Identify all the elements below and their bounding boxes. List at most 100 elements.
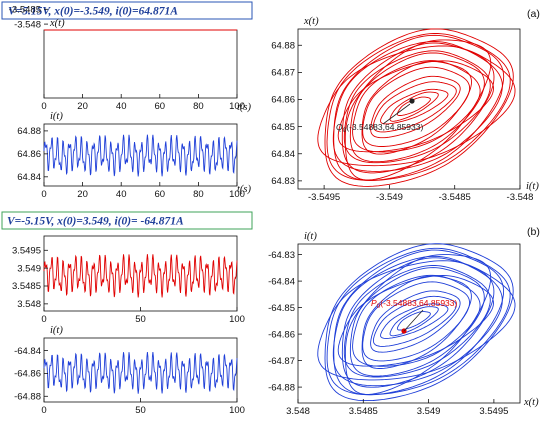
equilibrium-q0-arrow (382, 103, 411, 125)
ytick-label-top-phase-1: 64.87 (271, 68, 295, 79)
panel-bot-phase-frame (297, 243, 521, 404)
ytick-label-bot-x-1: 3.549 (17, 263, 41, 274)
xtick-label-top-i-2: 40 (116, 189, 127, 200)
ytick-label-top-phase-2: 64.86 (271, 95, 295, 106)
ytick-label-top-phase-4: 64.84 (271, 149, 295, 160)
xtick-label-top-x-5: 100 (229, 101, 245, 112)
xlabel-top-i: t(s) (237, 184, 252, 195)
series-bot-phase (317, 243, 516, 402)
top-title-text: V=5.15V, x(0)=-3.549, i(0)=64.871A (8, 6, 178, 18)
trajectory-loop-bot-phase-0 (324, 243, 514, 402)
equilibrium-p0-label: P0(-3.54883,64.85933) (371, 298, 457, 310)
ytick-label-top-i-2: 64.84 (17, 172, 41, 183)
xlabel-top-x: t(s) (237, 102, 252, 113)
ytick-label-bot-x-0: 3.5495 (12, 245, 41, 256)
trajectory-loop-bot-phase-12 (380, 303, 449, 339)
ytick-label-top-x-2: -3.549 (14, 0, 41, 1)
panel-bot-phase: i(t) x(t) (b) -64.83 -64.84 -64.85 -64.86 -6… (268, 226, 540, 417)
xtick-label-top-i-3: 60 (155, 189, 166, 200)
ytick-label-top-i-0: 64.88 (17, 126, 41, 137)
trajectory-loop-bot-phase-3 (332, 255, 503, 387)
panel-bot-i: i(t) -64.84 -64.86 -64.880 50 100 (14, 325, 245, 416)
trajectory-loop-top-phase-7 (352, 60, 481, 153)
ytick-label-bot-phase-5: -64.88 (268, 382, 295, 393)
trajectory-loop-top-phase-15 (317, 45, 516, 167)
ylabel-bot-i: i(t) (50, 325, 63, 336)
xtick-label-top-phase-1: -3.549 (376, 192, 403, 203)
trajectory-loop-bot-phase-14 (396, 311, 431, 331)
ytick-label-bot-phase-4: -64.87 (268, 356, 295, 367)
trajectory-loop-bot-phase-7 (352, 274, 481, 367)
bottom-title: V=-5.15V, x(0)=3.549, i(0)= -64.871A (1, 211, 253, 230)
ytick-label-bot-phase-3: -64.86 (268, 329, 295, 340)
xtick-label-bot-phase-2: 3.549 (417, 406, 441, 417)
xtick-label-bot-i-2: 100 (229, 405, 245, 416)
xtick-label-bot-phase-1: 3.5485 (349, 406, 378, 417)
series-top-i (43, 134, 238, 177)
xtick-label-top-x-0: 0 (41, 101, 46, 112)
trajectory-loop-top-phase-8 (361, 60, 472, 155)
xtick-label-top-phase-0: -3.5495 (308, 192, 340, 203)
xtick-label-bot-phase-0: 3.548 (286, 406, 310, 417)
trajectory-loop-bot-phase-10 (370, 290, 461, 353)
trajectory-loop-bot-phase-9 (362, 281, 471, 362)
trajectory-loop-top-phase-4 (341, 42, 495, 174)
trajectory-loop-bot-phase-11 (372, 295, 457, 347)
xtick-label-top-i-1: 20 (77, 189, 88, 200)
xtick-label-bot-i-0: 0 (41, 405, 46, 416)
panel-top-phase: x(t) i(t) (a) 64.88 64.87 64.86 64.85 64.84 6… (271, 8, 540, 203)
ylabel-top-i: i(t) (50, 111, 63, 122)
ytick-label-bot-i-1: -64.86 (14, 369, 41, 380)
xtick-label-top-x-4: 80 (193, 101, 204, 112)
ylabel-top-x: x(t) (49, 18, 65, 29)
series-bot-i (43, 352, 238, 394)
equilibrium-p0-arrow (403, 309, 424, 332)
ytick-label-bot-phase-2: -64.85 (268, 303, 295, 314)
trajectory-loop-top-phase-13 (389, 91, 439, 122)
xlabel-bot-phase: x(t) (523, 397, 539, 408)
bottom-title-box (1, 211, 253, 230)
trajectory-loop-bot-phase-8 (361, 275, 472, 369)
trajectory-loop-top-phase-2 (333, 34, 505, 181)
ytick-label-bot-i-0: -64.84 (14, 346, 41, 357)
trajectory-loop-top-phase-12 (380, 88, 449, 125)
trajectory-loop-top-phase-9 (362, 66, 471, 147)
xtick-label-bot-x-1: 50 (135, 314, 146, 325)
panel-top-phase-frame (297, 28, 521, 190)
ylabel-bot-phase: i(t) (304, 231, 317, 242)
trajectory-loop-bot-phase-2 (333, 249, 505, 396)
trajectory-loop-bot-phase-15 (317, 260, 516, 381)
bottom-title-text: V=-5.15V, x(0)=3.549, i(0)= -64.871A (7, 216, 184, 228)
xtick-label-top-x-2: 40 (116, 101, 127, 112)
xtick-label-top-x-3: 60 (155, 101, 166, 112)
panel-top-x: x(t) -3.548-3.5485-3.549-3.5495020406080… (9, 0, 245, 112)
trajectory-loop-bot-phase-5 (343, 265, 491, 378)
trajectory-loop-top-phase-10 (370, 75, 461, 139)
trajectory-loop-top-phase-16 (344, 39, 492, 181)
ytick-label-top-x-0: -3.548 (14, 19, 41, 30)
series-top-phase (317, 28, 516, 187)
trajectory-loop-top-phase-17 (337, 60, 494, 153)
xtick-label-top-phase-3: -3.548 (507, 192, 534, 203)
panel-label-a: (a) (527, 8, 540, 20)
xtick-label-top-i-4: 80 (193, 189, 204, 200)
series-bot-x (43, 254, 238, 298)
panel-top-i-frame (43, 123, 238, 187)
equilibrium-q0-label: Q0(-3.54883,64.85933) (336, 122, 423, 134)
top-title: V=5.15V, x(0)=-3.549, i(0)=64.871A (1, 1, 253, 20)
panel-top-x-frame (43, 29, 238, 99)
ytick-label-bot-i-2: -64.88 (14, 391, 41, 402)
trajectory-loop-bot-phase-4 (341, 257, 495, 388)
ytick-label-top-phase-3: 64.85 (271, 122, 295, 133)
xtick-label-top-phase-2: -3.5485 (439, 192, 471, 203)
equilibrium-q0-point (409, 98, 415, 104)
xtick-label-bot-x-0: 0 (41, 314, 46, 325)
xtick-label-top-i-0: 0 (41, 189, 46, 200)
ytick-label-top-phase-0: 64.88 (271, 40, 295, 51)
ylabel-top-phase: x(t) (303, 16, 319, 27)
top-title-box (1, 1, 253, 20)
trajectory-loop-top-phase-11 (372, 81, 457, 133)
trajectory-loop-bot-phase-17 (337, 275, 494, 367)
